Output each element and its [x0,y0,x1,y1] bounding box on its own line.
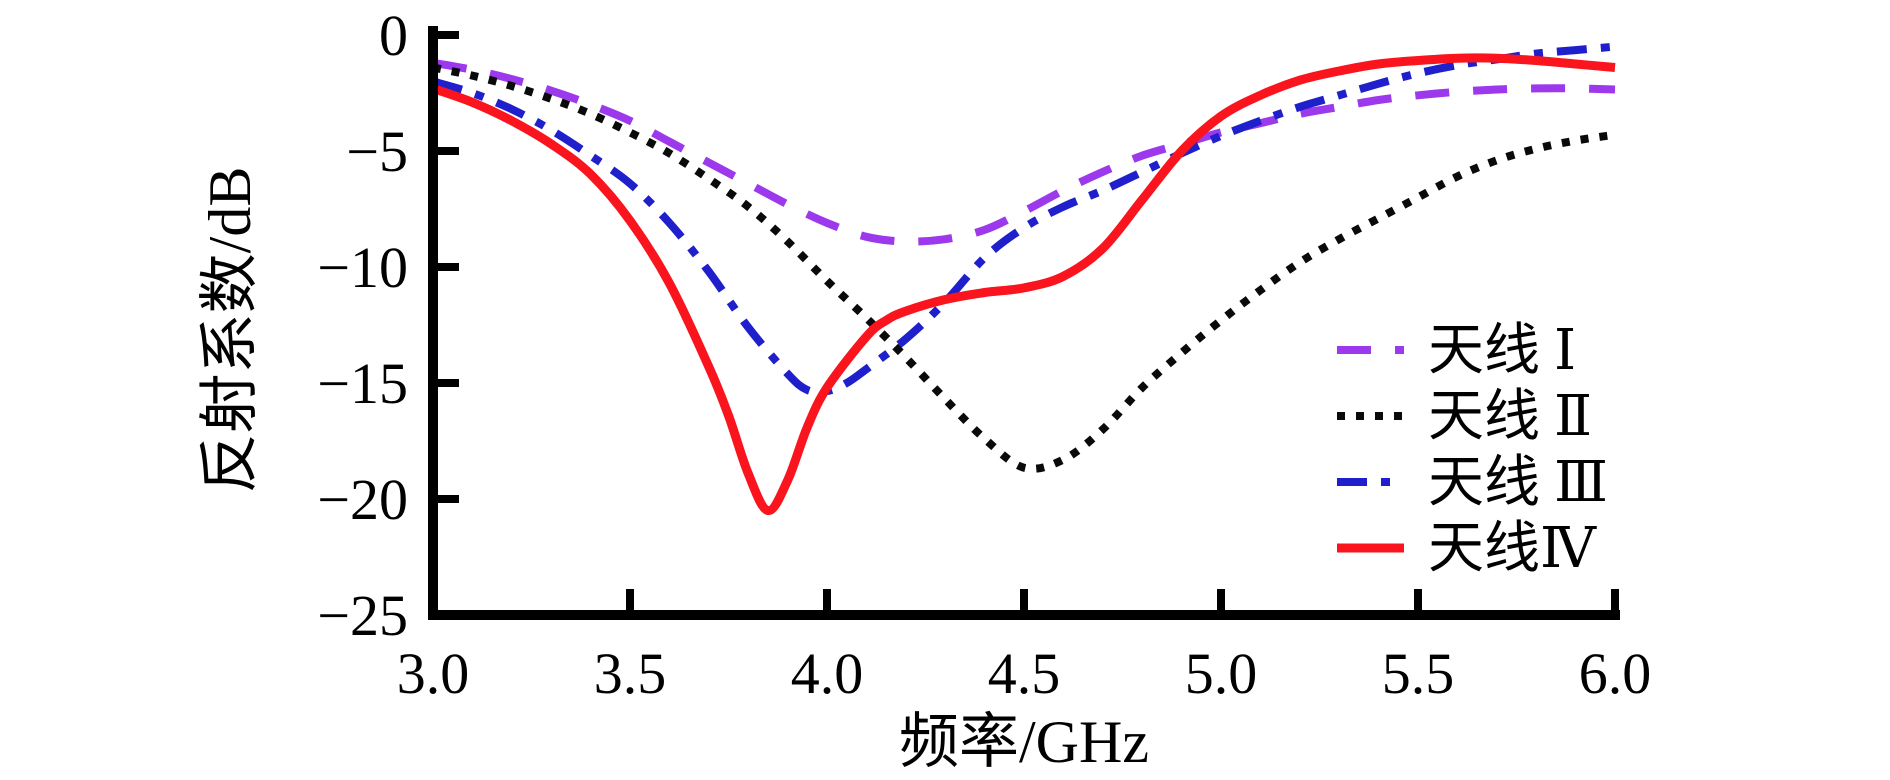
x-tick-label: 5.5 [1382,641,1455,706]
series-line-2 [432,63,1616,473]
series-curves [431,42,1616,516]
legend-item-2: 天线 Ⅱ [1337,386,1592,448]
y-tick-label: −15 [317,351,408,416]
y-tick-label: −25 [317,583,408,648]
x-tick-label: 4.5 [988,641,1061,706]
legend-item-1: 天线 Ⅰ [1337,320,1576,382]
x-tick-label: 3.5 [594,641,667,706]
legend-label: 天线Ⅳ [1428,518,1597,580]
y-tick-label: 0 [379,3,408,68]
x-tick-label: 3.0 [397,641,470,706]
legend-item-3: 天线 Ⅲ [1337,452,1608,514]
x-tick-label: 5.0 [1185,641,1258,706]
y-axis-title: 反射系数/dB [197,167,263,494]
y-tick-label: −5 [346,119,408,184]
y-axis-ticks: 0 −5 −10 −15 −20 −25 [317,3,459,648]
series-line-3 [431,42,1616,397]
x-axis-title: 频率/GHz [899,709,1149,775]
series-line-4 [431,53,1616,516]
series-line-1 [432,58,1616,246]
x-axis-ticks: 3.0 3.5 4.0 4.5 5.0 5.5 6.0 [397,589,1652,706]
legend-label: 天线 Ⅰ [1428,320,1576,382]
legend-item-4: 天线Ⅳ [1337,518,1597,580]
legend-label: 天线 Ⅲ [1428,452,1608,514]
legend-label: 天线 Ⅱ [1428,386,1592,448]
x-tick-label: 6.0 [1579,641,1652,706]
y-tick-label: −10 [317,235,408,300]
x-tick-label: 4.0 [791,641,864,706]
y-tick-label: −20 [317,467,408,532]
